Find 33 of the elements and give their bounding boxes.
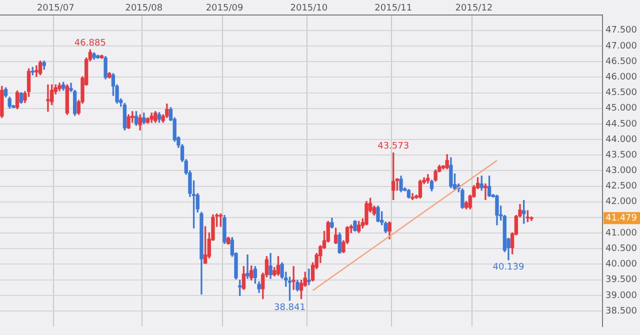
y-tick-label: 39.500 [606, 275, 638, 286]
annotation: 38.841 [274, 303, 306, 314]
y-tick-label: 43.000 [606, 166, 638, 176]
annotation: 40.139 [492, 262, 524, 273]
y-tick-label: 41.000 [606, 228, 638, 238]
candlestick [34, 65, 38, 77]
y-tick-label: 42.000 [606, 197, 638, 208]
x-tick-label: 2015/10 [290, 4, 328, 14]
y-tick-label: 45.000 [606, 104, 638, 114]
y-tick-label: 45.500 [606, 88, 638, 98]
y-tick-label: 46.000 [606, 72, 638, 83]
y-tick-label: 42.500 [606, 182, 638, 192]
x-tick-label: 2015/11 [374, 4, 412, 14]
y-tick-label: 40.000 [606, 260, 638, 270]
y-tick-label: 38.500 [606, 306, 638, 316]
y-tick-label: 43.500 [606, 150, 638, 160]
annotation: 41.479 [606, 213, 638, 224]
y-tick-label: 47.000 [606, 41, 638, 52]
x-tick-label: 2015/08 [125, 4, 163, 14]
annotation: 43.573 [378, 142, 410, 152]
y-tick-label: 40.500 [606, 244, 638, 254]
y-tick-label: 46.500 [606, 56, 638, 67]
x-tick-label: 2015/12 [455, 4, 493, 14]
y-tick-label: 47.500 [606, 26, 638, 36]
candlestick [484, 183, 488, 200]
candlestick [246, 254, 250, 279]
x-tick-label: 2015/09 [206, 4, 244, 14]
candlestick [307, 268, 311, 286]
y-tick-label: 44.000 [606, 134, 638, 145]
x-tick-label: 2015/07 [36, 4, 74, 14]
y-tick-label: 39.000 [606, 290, 638, 301]
y-tick-label: 44.500 [606, 119, 638, 130]
annotation: 46.885 [74, 38, 106, 48]
